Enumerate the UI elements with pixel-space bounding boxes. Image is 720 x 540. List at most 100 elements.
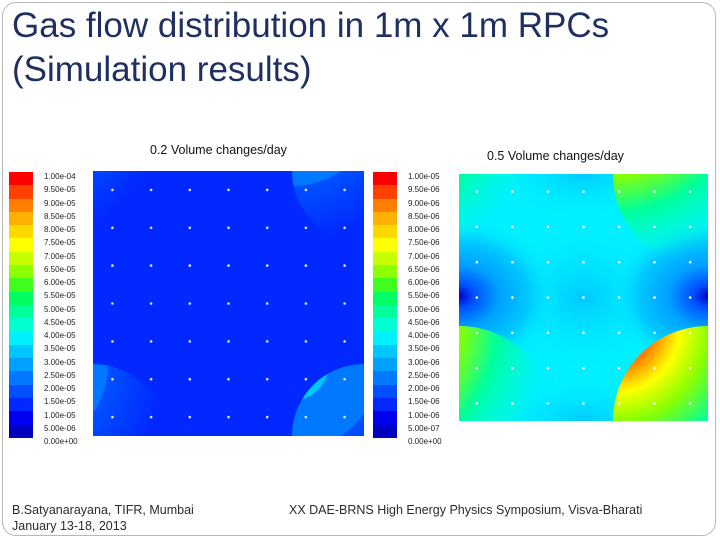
- spacer-dot: [511, 190, 514, 193]
- scale-label: 5.00e-05: [44, 304, 76, 314]
- spacer-dot: [653, 366, 656, 370]
- right-color-bar: [373, 172, 397, 438]
- spacer-dot: [188, 226, 192, 230]
- color-swatch: [9, 304, 33, 319]
- right-contour-plot: [459, 174, 708, 421]
- spacer-dot: [111, 340, 114, 343]
- spacer-dot: [111, 302, 114, 305]
- spacer-dot: [653, 260, 656, 264]
- color-swatch: [373, 291, 397, 305]
- spacer-dot: [111, 415, 114, 419]
- color-swatch: [373, 318, 397, 332]
- color-swatch: [373, 344, 397, 359]
- scale-label: 2.00e-05: [44, 384, 76, 393]
- spacer-dot: [475, 331, 479, 335]
- left-contour-plot: [93, 171, 364, 436]
- scale-label: 0.00e+00: [44, 437, 78, 446]
- color-swatch: [9, 172, 33, 186]
- spacer-dot: [653, 331, 656, 335]
- color-swatch: [373, 278, 397, 292]
- scale-label: 6.00e-06: [408, 278, 440, 287]
- spacer-dot: [475, 366, 479, 370]
- color-swatch: [373, 371, 397, 385]
- scale-label: 5.50e-05: [44, 291, 76, 301]
- spacer-dot: [304, 415, 308, 419]
- color-swatch: [373, 238, 397, 252]
- spacer-dot: [546, 331, 550, 335]
- scale-label: 7.50e-06: [408, 238, 440, 248]
- spacer-dot: [582, 296, 585, 299]
- scale-label: 2.50e-06: [408, 370, 440, 380]
- spacer-dot: [265, 302, 269, 305]
- scale-label: 4.00e-05: [44, 331, 76, 340]
- spacer-dot: [475, 402, 479, 405]
- spacer-dot: [617, 225, 621, 229]
- scale-label: 4.50e-06: [408, 317, 440, 327]
- spacer-dot: [582, 402, 585, 405]
- color-swatch: [373, 185, 397, 199]
- color-swatch: [373, 265, 397, 279]
- spacer-dot: [617, 190, 621, 193]
- spacer-dot: [111, 264, 114, 267]
- spacer-dot: [653, 402, 656, 405]
- color-swatch: [9, 424, 33, 438]
- spacer-dot: [582, 190, 585, 193]
- spacer-dot: [475, 225, 479, 229]
- spacer-dot: [511, 331, 514, 335]
- spacer-dot: [582, 331, 585, 335]
- spacer-dot: [511, 296, 514, 299]
- color-swatch: [9, 185, 33, 199]
- spacer-dot: [304, 377, 308, 381]
- spacer-dot: [546, 190, 550, 193]
- color-swatch: [373, 198, 397, 212]
- spacer-dot: [188, 302, 192, 305]
- slide-title: Gas flow distribution in 1m x 1m RPCs (S…: [12, 4, 712, 92]
- scale-label: 7.00e-05: [44, 251, 76, 261]
- color-swatch: [9, 331, 33, 345]
- spacer-dot: [304, 302, 308, 305]
- color-swatch: [9, 278, 33, 292]
- spacer-dot: [343, 415, 346, 419]
- color-swatch: [373, 172, 397, 186]
- spacer-dot: [188, 377, 192, 381]
- spacer-dot: [149, 226, 153, 230]
- color-swatch: [373, 304, 397, 319]
- spacer-dot: [688, 225, 692, 229]
- scale-label: 9.50e-06: [408, 185, 440, 195]
- spacer-dot: [188, 415, 192, 419]
- spacer-dot: [149, 302, 153, 305]
- spacer-dot: [546, 366, 550, 370]
- spacer-dot: [617, 331, 621, 335]
- spacer-dot: [617, 402, 621, 405]
- color-swatch: [373, 424, 397, 438]
- spacer-dot: [111, 188, 114, 192]
- spacer-dot: [149, 188, 153, 192]
- scale-label: 8.00e-06: [408, 225, 440, 234]
- color-swatch: [373, 225, 397, 239]
- spacer-dot: [149, 415, 153, 419]
- spacer-dot: [688, 296, 692, 299]
- scale-label: 3.00e-06: [408, 357, 440, 367]
- scale-label: 1.50e-06: [408, 397, 440, 407]
- scale-label: 9.00e-06: [408, 198, 440, 208]
- title-line-1: Gas flow distribution in 1m x 1m RPCs: [12, 6, 610, 45]
- spacer-dot: [653, 296, 656, 299]
- color-swatch: [9, 198, 33, 212]
- color-swatch: [9, 211, 33, 226]
- spacer-dot: [511, 225, 514, 229]
- color-swatch: [9, 384, 33, 399]
- footer-date: January 13-18, 2013: [12, 519, 127, 533]
- spacer-dot: [304, 188, 308, 192]
- color-swatch: [9, 251, 33, 266]
- scale-label: 1.00e-06: [408, 410, 440, 420]
- scale-label: 3.50e-05: [44, 344, 76, 354]
- scale-label: 9.00e-05: [44, 198, 76, 208]
- scale-label: 1.50e-05: [44, 397, 76, 407]
- left-caption: 0.2 Volume changes/day: [150, 143, 287, 157]
- color-swatch: [373, 211, 397, 226]
- scale-label: 5.00e-06: [408, 304, 440, 314]
- spacer-dot: [343, 302, 346, 305]
- scale-label: 1.00e-05: [44, 410, 76, 420]
- color-swatch: [9, 265, 33, 279]
- color-swatch: [373, 411, 397, 425]
